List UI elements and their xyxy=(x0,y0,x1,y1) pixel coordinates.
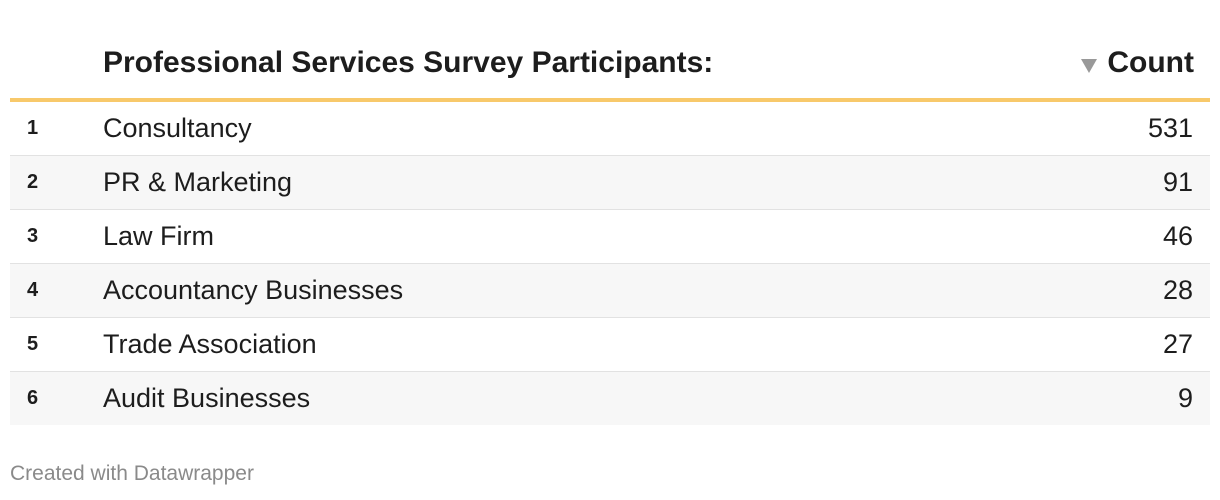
data-table: Professional Services Survey Participant… xyxy=(10,40,1210,425)
row-label: Law Firm xyxy=(103,221,215,251)
column-header-count[interactable]: Count xyxy=(1081,46,1194,80)
row-label: Consultancy xyxy=(103,113,252,143)
table-row: 6 Audit Businesses 9 xyxy=(10,372,1210,425)
row-count: 46 xyxy=(1162,221,1193,251)
row-count: 531 xyxy=(1147,113,1193,143)
row-rank: 2 xyxy=(27,171,39,193)
row-count: 91 xyxy=(1162,167,1193,197)
row-count: 27 xyxy=(1162,329,1193,359)
row-label: Audit Businesses xyxy=(103,383,311,413)
table-row: 5 Trade Association 27 xyxy=(10,318,1210,372)
row-label: Accountancy Businesses xyxy=(103,275,404,305)
table-header: Professional Services Survey Participant… xyxy=(10,40,1210,102)
column-header-label[interactable]: Professional Services Survey Participant… xyxy=(103,46,714,79)
row-rank: 3 xyxy=(27,225,39,247)
table-row: 3 Law Firm 46 xyxy=(10,210,1210,264)
row-rank: 1 xyxy=(27,117,39,139)
row-count: 9 xyxy=(1177,383,1193,413)
table-row: 4 Accountancy Businesses 28 xyxy=(10,264,1210,318)
table-row: 2 PR & Marketing 91 xyxy=(10,156,1210,210)
row-label: Trade Association xyxy=(103,329,317,359)
table-body: 1 Consultancy 531 2 PR & Marketing 91 3 Law Fir… xyxy=(10,102,1210,425)
table-row: 1 Consultancy 531 xyxy=(10,102,1210,156)
sort-descending-icon[interactable] xyxy=(1081,59,1098,73)
column-header-count-label: Count xyxy=(1107,46,1194,79)
row-label: PR & Marketing xyxy=(103,167,293,197)
row-rank: 4 xyxy=(27,279,39,301)
row-count: 28 xyxy=(1162,275,1193,305)
datawrapper-credit[interactable]: Created with Datawrapper xyxy=(10,462,254,485)
row-rank: 5 xyxy=(27,333,39,355)
row-rank: 6 xyxy=(27,387,39,409)
